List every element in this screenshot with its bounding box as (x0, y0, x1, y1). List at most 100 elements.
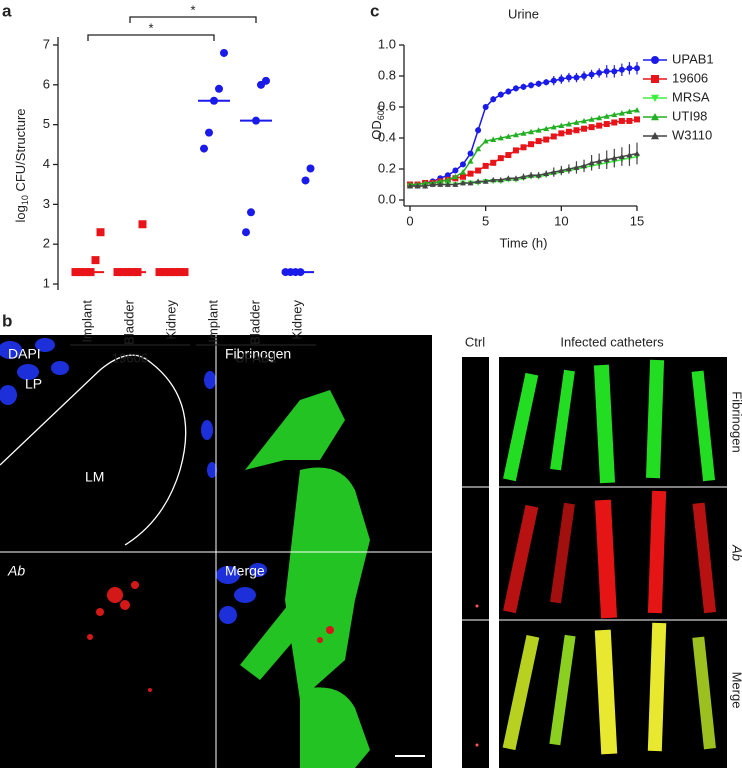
data-point (512, 85, 519, 92)
data-point (520, 130, 527, 136)
legend-marker (651, 113, 659, 121)
data-point (543, 136, 550, 143)
data-point (459, 179, 466, 186)
ab-signal (87, 581, 334, 692)
data-point (452, 181, 459, 187)
data-point (611, 155, 618, 161)
significance-label: * (148, 20, 153, 35)
channel-label: Fibrinogen (225, 346, 291, 362)
data-point (452, 167, 459, 174)
x-tick-label: 5 (482, 213, 489, 228)
data-point (459, 169, 466, 175)
data-point (550, 77, 557, 84)
data-point (482, 138, 489, 144)
y-tick-label: 3 (43, 196, 50, 211)
data-point (497, 135, 504, 141)
data-point (543, 125, 550, 132)
x-tick-label: Bladder (247, 299, 262, 344)
data-point (588, 71, 595, 78)
y-tick-label: 2 (43, 236, 50, 251)
legend-label: W3110 (672, 127, 712, 142)
channel-label: Ab (7, 563, 25, 579)
data-point (618, 66, 625, 73)
region-label: LM (85, 469, 104, 485)
data-point (565, 74, 572, 81)
data-point (558, 122, 565, 128)
legend-marker (651, 56, 659, 64)
y-tick-label: 0.6 (378, 98, 396, 113)
data-point (550, 169, 557, 175)
data-point (618, 153, 625, 159)
data-point (573, 119, 580, 125)
data-point (543, 170, 550, 177)
region-label: LP (25, 376, 42, 392)
legend-marker (651, 132, 659, 140)
significance-label: * (190, 2, 195, 17)
y-tick-label: 1 (43, 275, 50, 290)
data-point (475, 127, 482, 134)
data-point (573, 74, 580, 81)
y-axis-label: OD600 (369, 105, 386, 140)
y-axis-label-sub: 600 (376, 105, 386, 120)
data-point (550, 133, 557, 140)
data-point (467, 179, 474, 186)
data-point (497, 91, 504, 98)
data-point (528, 172, 535, 178)
column-label: Ctrl (465, 334, 485, 349)
x-tick-label: Implant (79, 300, 94, 343)
data-point (535, 138, 542, 145)
data-point (467, 150, 474, 157)
data-point (490, 176, 497, 183)
data-point (626, 152, 633, 158)
data-point (543, 79, 550, 86)
data-point (512, 175, 519, 181)
data-point (505, 175, 512, 181)
legend-label: UTI98 (672, 108, 707, 123)
data-point (573, 164, 580, 170)
data-point (558, 130, 565, 137)
data-point (262, 76, 270, 85)
data-point (611, 68, 618, 75)
data-point (505, 152, 512, 159)
data-point (512, 131, 519, 138)
group-label: UPAB1 (235, 350, 277, 365)
data-point (596, 158, 603, 164)
data-point (520, 173, 527, 180)
data-point (550, 124, 557, 130)
data-point (91, 256, 100, 265)
speck (475, 604, 479, 608)
data-point (422, 179, 429, 186)
micrograph-grid: DAPI Fibrinogen Ab Merge LP LM (0, 335, 432, 768)
x-tick-label: Implant (205, 300, 220, 343)
y-axis-label-text: log (13, 205, 28, 222)
legend-label: MRSA (672, 89, 710, 104)
speck (475, 743, 479, 747)
data-point (528, 141, 535, 148)
data-point (581, 117, 588, 124)
data-point (475, 178, 482, 184)
group-label: 19606 (112, 350, 148, 365)
data-point (626, 117, 633, 124)
data-point (459, 161, 466, 168)
y-axis-label: log10 CFU/Structure (13, 108, 30, 222)
data-point (467, 170, 474, 177)
y-tick-label: 1.0 (378, 36, 396, 51)
data-point (490, 96, 497, 103)
data-point (581, 73, 588, 79)
data-point (205, 128, 213, 137)
y-tick-label: 7 (43, 36, 50, 51)
lumen-outline (0, 354, 187, 546)
data-point (490, 159, 497, 166)
data-point (603, 156, 610, 163)
data-point (573, 127, 580, 134)
data-point (138, 220, 147, 229)
data-point (242, 228, 250, 237)
panel-label: b (2, 311, 12, 330)
data-point (618, 110, 625, 116)
data-point (220, 48, 228, 57)
data-point (96, 228, 105, 237)
chart-title: Urine (508, 6, 539, 21)
row-label: Ab (730, 544, 742, 561)
data-point (626, 108, 633, 115)
data-point (520, 83, 527, 90)
